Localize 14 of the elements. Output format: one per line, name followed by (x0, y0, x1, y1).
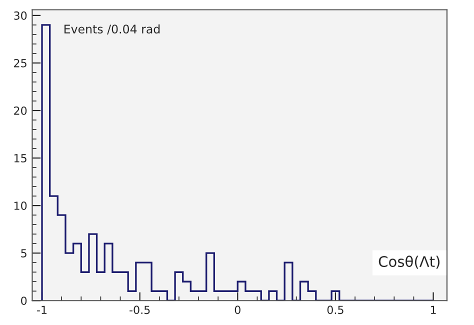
x-tick-label: 1 (430, 306, 436, 314)
y-tick-label: 20 (14, 106, 27, 115)
x-tick-label: -0.5 (130, 306, 150, 314)
y-tick-label: 30 (14, 11, 27, 20)
annotation: Cosθ(Λt) (378, 256, 440, 269)
x-tick-label: 0 (234, 306, 240, 314)
y-tick-label: 5 (21, 249, 26, 258)
x-tick-label: -1 (37, 306, 47, 314)
y-tick-label: 15 (14, 154, 26, 162)
y-tick-label: 25 (14, 58, 26, 68)
y-tick-label: 0 (21, 296, 27, 306)
annotation: Events /0.04 rad (64, 24, 160, 34)
x-tick-label: 0.5 (327, 306, 344, 314)
y-tick-label: 10 (14, 202, 27, 210)
